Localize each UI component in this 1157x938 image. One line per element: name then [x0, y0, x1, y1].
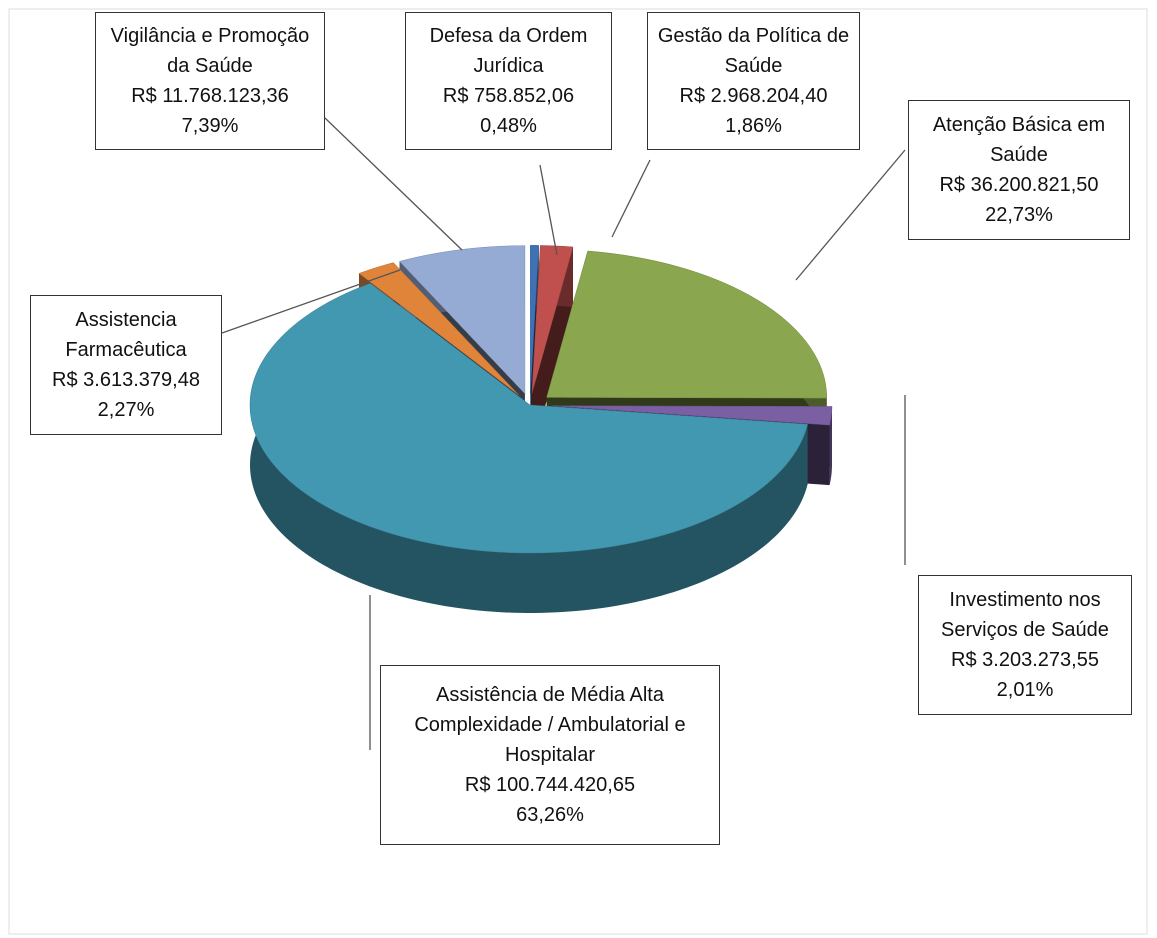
label-value: 22,73% [985, 204, 1053, 226]
pie [249, 245, 833, 613]
label-value: 2,27% [97, 399, 155, 421]
label-value: R$ 3.613.379,48 [52, 369, 200, 391]
data-label: Gestão da Política de Saúde R$ 2.968.204,… [647, 12, 860, 150]
label-name: Atenção Básica em Saúde [932, 114, 1106, 166]
label-value: R$ 3.203.273,55 [951, 649, 1099, 671]
slice [399, 245, 526, 395]
slice [531, 245, 574, 394]
label-value: 63,26% [516, 804, 584, 826]
data-label: Investimento nos Serviços de Saúde R$ 3.2… [918, 575, 1132, 715]
label-name: Assistencia Farmacêutica [65, 309, 187, 361]
label-value: R$ 758.852,06 [442, 85, 575, 107]
label-value: 0,48% [480, 115, 537, 137]
leader-line [324, 117, 463, 251]
slice [530, 245, 539, 394]
label-name: Assistência de Média Alta Complexidade /… [414, 684, 686, 766]
slice [551, 405, 833, 426]
slice [546, 250, 827, 399]
frame [8, 8, 1148, 935]
data-label: Vigilância e Promoção da Saúde R$ 11.768.… [95, 12, 325, 150]
label-name: Investimento nos Serviços de Saúde [941, 589, 1109, 641]
label-value: R$ 2.968.204,40 [679, 85, 828, 107]
label-name: Gestão da Política de Saúde [657, 25, 850, 77]
data-label: Assistencia Farmacêutica R$ 3.613.379,48 2… [30, 295, 222, 435]
label-value: 2,01% [996, 679, 1054, 701]
leader-line [611, 159, 651, 238]
label-value: 1,86% [725, 115, 782, 137]
data-label: Atenção Básica em Saúde R$ 36.200.821,50 2… [908, 100, 1130, 240]
slice [358, 262, 519, 396]
leader-line [221, 269, 401, 334]
label-name: Defesa da Ordem Jurídica [429, 25, 588, 77]
slice-wall [829, 406, 832, 486]
label-value: 7,39% [181, 115, 239, 137]
label-value: R$ 36.200.821,50 [939, 174, 1099, 196]
label-value: R$ 100.744.420,65 [464, 774, 636, 796]
data-label: Assistência de Média Alta Complexidade /… [380, 665, 720, 845]
data-label: Defesa da Ordem Jurídica R$ 758.852,06 0,4… [405, 12, 612, 150]
slice [249, 283, 808, 554]
label-name: Vigilância e Promoção da Saúde [110, 25, 310, 77]
leader-line [539, 164, 558, 256]
leader-line [795, 149, 906, 281]
label-value: R$ 11.768.123,36 [131, 85, 289, 107]
